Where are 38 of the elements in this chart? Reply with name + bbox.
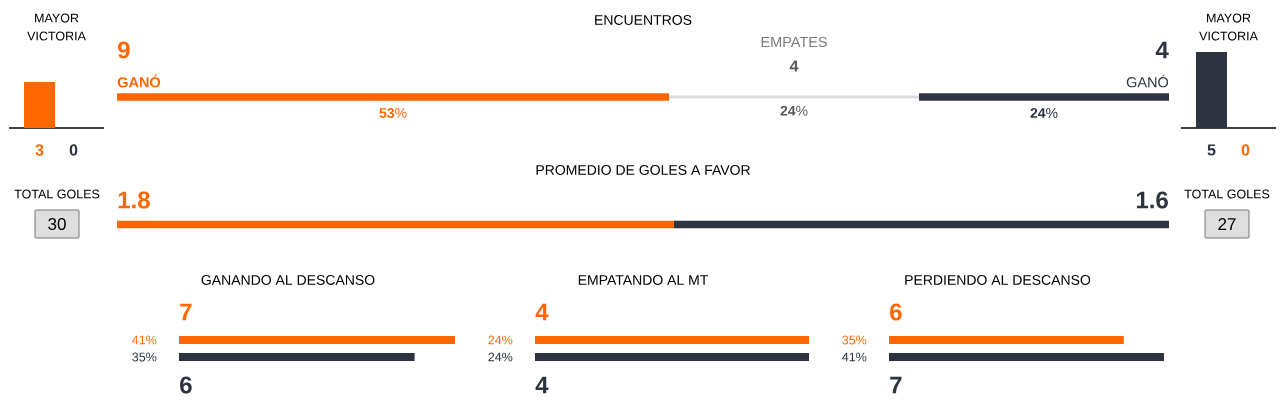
data-label: 24% — [1030, 108, 1058, 118]
chart-title: PROMEDIO DE GOLES A FAVOR — [536, 165, 750, 175]
text: 6 — [180, 376, 192, 394]
chart-title: MAYOR VICTORIA — [27, 13, 86, 41]
text: 4 — [1155, 41, 1169, 59]
data-label: 1.8 — [118, 191, 150, 209]
x-tick-label: 0 — [1241, 144, 1250, 156]
data-label: 53% — [379, 108, 407, 118]
series-label: GANÓ — [117, 74, 161, 88]
data-label: 24% — [488, 352, 513, 362]
x-tick-label: 3 — [35, 144, 44, 156]
text: TOTAL GOLES — [1184, 189, 1270, 199]
text: 27 — [1218, 218, 1236, 230]
data-label: 41% — [842, 352, 867, 362]
data-label: 41% — [132, 335, 157, 345]
series-label: GANÓ — [1126, 74, 1169, 88]
text: EMPATES — [761, 36, 827, 48]
data-label: 35% — [132, 352, 157, 362]
x-tick-label: 5 — [1207, 144, 1216, 156]
data-label: 24% — [780, 105, 808, 116]
text: 30 — [48, 217, 66, 231]
chart-title: EMPATANDO AL MT — [578, 275, 709, 285]
text: 6 — [890, 303, 902, 321]
text: 4 — [789, 60, 799, 72]
text: 4 — [535, 303, 549, 321]
chart-title: ENCUENTROS — [595, 15, 692, 25]
data-label: 24% — [488, 335, 513, 345]
text: 9 — [118, 41, 130, 59]
chart-title: MAYOR VICTORIA — [1199, 13, 1258, 41]
data-label: 1.6 — [1136, 191, 1168, 209]
chart-title: GANANDO AL DESCANSO — [201, 275, 375, 285]
chart-title: PERDIENDO AL DESCANSO — [905, 275, 1091, 285]
data-label: 35% — [842, 335, 867, 345]
x-tick-label: 0 — [69, 144, 78, 156]
text: 4 — [535, 376, 549, 394]
text: 7 — [180, 303, 192, 321]
text: 7 — [890, 376, 902, 394]
text: TOTAL GOLES — [14, 189, 100, 199]
